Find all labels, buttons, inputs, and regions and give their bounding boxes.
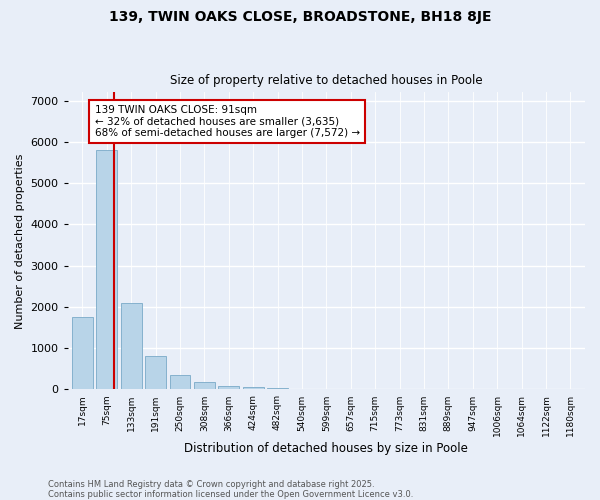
Text: Contains HM Land Registry data © Crown copyright and database right 2025.: Contains HM Land Registry data © Crown c… bbox=[48, 480, 374, 489]
Text: 139 TWIN OAKS CLOSE: 91sqm
← 32% of detached houses are smaller (3,635)
68% of s: 139 TWIN OAKS CLOSE: 91sqm ← 32% of deta… bbox=[95, 104, 359, 138]
Bar bbox=[267, 388, 288, 390]
Bar bbox=[194, 382, 215, 390]
Bar bbox=[243, 387, 263, 390]
Bar bbox=[72, 317, 93, 390]
Bar bbox=[97, 150, 117, 390]
Bar bbox=[218, 386, 239, 390]
Bar bbox=[292, 388, 313, 390]
Title: Size of property relative to detached houses in Poole: Size of property relative to detached ho… bbox=[170, 74, 482, 87]
X-axis label: Distribution of detached houses by size in Poole: Distribution of detached houses by size … bbox=[184, 442, 468, 455]
Bar bbox=[145, 356, 166, 390]
Text: 139, TWIN OAKS CLOSE, BROADSTONE, BH18 8JE: 139, TWIN OAKS CLOSE, BROADSTONE, BH18 8… bbox=[109, 10, 491, 24]
Bar bbox=[170, 375, 190, 390]
Text: Contains public sector information licensed under the Open Government Licence v3: Contains public sector information licen… bbox=[48, 490, 413, 499]
Bar bbox=[121, 303, 142, 390]
Y-axis label: Number of detached properties: Number of detached properties bbox=[15, 153, 25, 328]
